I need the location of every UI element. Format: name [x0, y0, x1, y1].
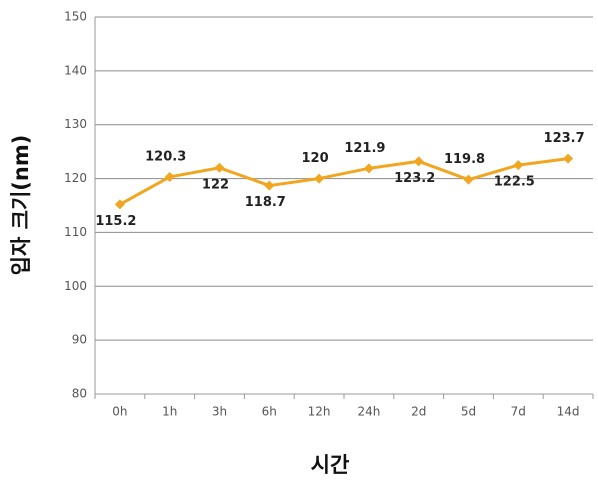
- line: [119, 157, 569, 206]
- data-label: 120: [302, 151, 329, 166]
- y-tick-label: 80: [72, 387, 87, 401]
- y-tick-label: 140: [64, 63, 87, 77]
- marker: [214, 162, 225, 173]
- marker: [363, 163, 374, 174]
- data-label: 119.8: [444, 152, 485, 167]
- marker: [164, 171, 175, 182]
- y-tick-label: 130: [64, 117, 87, 131]
- data-label: 123.7: [544, 131, 585, 146]
- data-label: 120.3: [145, 149, 186, 164]
- marker: [314, 173, 325, 184]
- x-axis-label: 시간: [311, 453, 350, 477]
- x-tick-label: 1h: [162, 405, 177, 419]
- data-label: 121.9: [344, 141, 385, 156]
- marker: [513, 160, 524, 171]
- y-tick-label: 90: [72, 333, 87, 347]
- marker: [463, 174, 474, 185]
- marker: [563, 153, 574, 164]
- data-label: 118.7: [245, 195, 286, 210]
- data-label: 115.2: [95, 214, 136, 229]
- x-tick-label: 14d: [557, 405, 580, 419]
- y-tick-label: 110: [64, 225, 87, 239]
- y-tick-label: 120: [64, 171, 87, 185]
- x-tick-label: 7d: [511, 405, 526, 419]
- x-tick-label: 5d: [461, 405, 476, 419]
- x-tick-label: 6h: [262, 405, 277, 419]
- y-tick-label: 150: [64, 10, 87, 24]
- x-tick-label: 24h: [357, 405, 380, 419]
- marker: [114, 199, 125, 210]
- x-tick-label: 0h: [112, 405, 127, 419]
- marker: [413, 156, 424, 167]
- data-label: 122: [202, 177, 229, 192]
- x-tick-label: 3h: [212, 405, 227, 419]
- y-tick-label: 100: [64, 279, 87, 293]
- marker: [264, 180, 275, 191]
- x-tick-label: 12h: [308, 405, 331, 419]
- y-axis-label: 입자 크기(nm): [9, 135, 33, 276]
- data-label: 122.5: [494, 175, 535, 190]
- x-tick-label: 2d: [411, 405, 426, 419]
- data-label: 123.2: [394, 171, 435, 186]
